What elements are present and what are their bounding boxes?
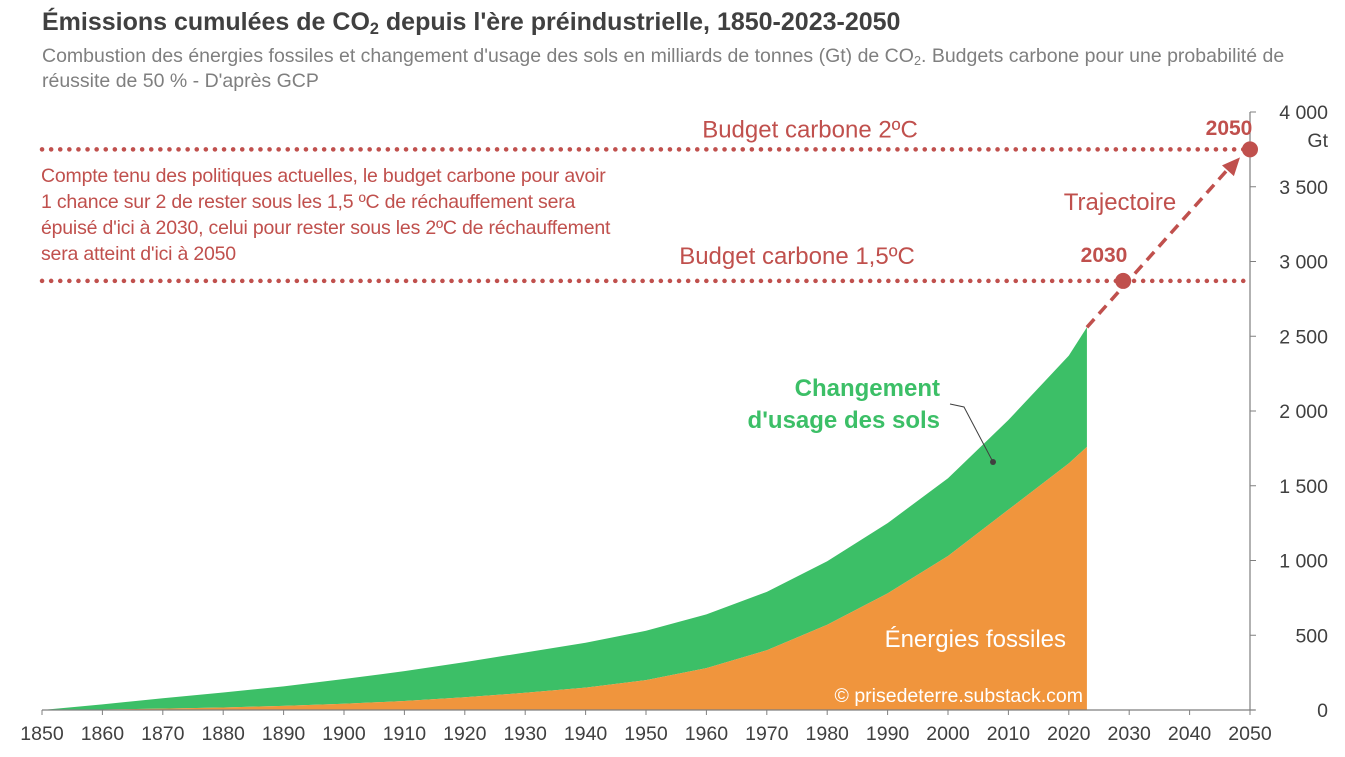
budget-2c-label: Budget carbone 2ºC xyxy=(702,116,918,143)
y-tick-label: 1 000 xyxy=(1279,551,1328,573)
x-tick-label: 2000 xyxy=(926,723,970,745)
fossil-fuel-label: Énergies fossiles xyxy=(885,626,1066,653)
x-tick-label: 1960 xyxy=(685,723,729,745)
land-use-leader-line xyxy=(949,403,994,463)
x-tick-label: 2050 xyxy=(1228,723,1272,745)
marker-2050-label: 2050 xyxy=(1206,117,1253,140)
y-tick-label: 1 500 xyxy=(1279,476,1328,498)
y-tick-label: 3 500 xyxy=(1279,177,1328,199)
x-tick-label: 2020 xyxy=(1047,723,1091,745)
land-use-leader-dot xyxy=(990,459,996,465)
x-tick-label: 1890 xyxy=(262,723,306,745)
x-tick-label: 1940 xyxy=(564,723,608,745)
land-use-label-line1: Changement xyxy=(795,375,940,402)
x-tick-label: 1900 xyxy=(322,723,366,745)
x-tick-label: 1910 xyxy=(383,723,427,745)
y-tick-label: 2 500 xyxy=(1279,326,1328,348)
y-tick-label: 2 000 xyxy=(1279,401,1328,423)
y-unit-label: Gt xyxy=(1307,130,1328,152)
y-tick-label: 500 xyxy=(1295,625,1328,647)
x-tick-label: 1950 xyxy=(624,723,668,745)
x-tick-label: 1930 xyxy=(504,723,548,745)
credit-text: © prisedeterre.substack.com xyxy=(835,685,1083,707)
marker-2030 xyxy=(1115,272,1132,289)
fossil-fuel-area xyxy=(42,446,1087,710)
budget-1-5c-label: Budget carbone 1,5ºC xyxy=(679,243,915,270)
land-use-label-line2: d'usage des sols xyxy=(748,407,940,434)
marker-2050 xyxy=(1242,141,1258,158)
trajectory-label: Trajectoire xyxy=(1064,189,1176,216)
chart-subtitle: Combustion des énergies fossiles et chan… xyxy=(42,45,1285,92)
y-tick-label: 4 000 xyxy=(1279,102,1328,124)
x-tick-label: 2030 xyxy=(1108,723,1152,745)
trajectory-arrowhead xyxy=(1222,157,1240,177)
x-tick-label: 2010 xyxy=(987,723,1031,745)
x-tick-label: 1990 xyxy=(866,723,910,745)
x-tick-label: 1970 xyxy=(745,723,789,745)
budget-note: Compte tenu des politiques actuelles, le… xyxy=(41,165,611,265)
land-use-area xyxy=(42,327,1087,710)
x-tick-label: 1850 xyxy=(20,723,64,745)
x-tick-label: 1980 xyxy=(806,723,850,745)
marker-2030-label: 2030 xyxy=(1081,244,1128,267)
x-tick-label: 1920 xyxy=(443,723,487,745)
x-tick-label: 2040 xyxy=(1168,723,1212,745)
trajectory-line xyxy=(1085,161,1236,329)
y-tick-label: 0 xyxy=(1317,700,1328,722)
x-tick-label: 1880 xyxy=(202,723,246,745)
x-tick-label: 1870 xyxy=(141,723,185,745)
y-tick-label: 3 000 xyxy=(1279,252,1328,274)
x-tick-label: 1860 xyxy=(81,723,125,745)
chart-title: Émissions cumulées de CO2 depuis l'ère p… xyxy=(42,8,901,39)
